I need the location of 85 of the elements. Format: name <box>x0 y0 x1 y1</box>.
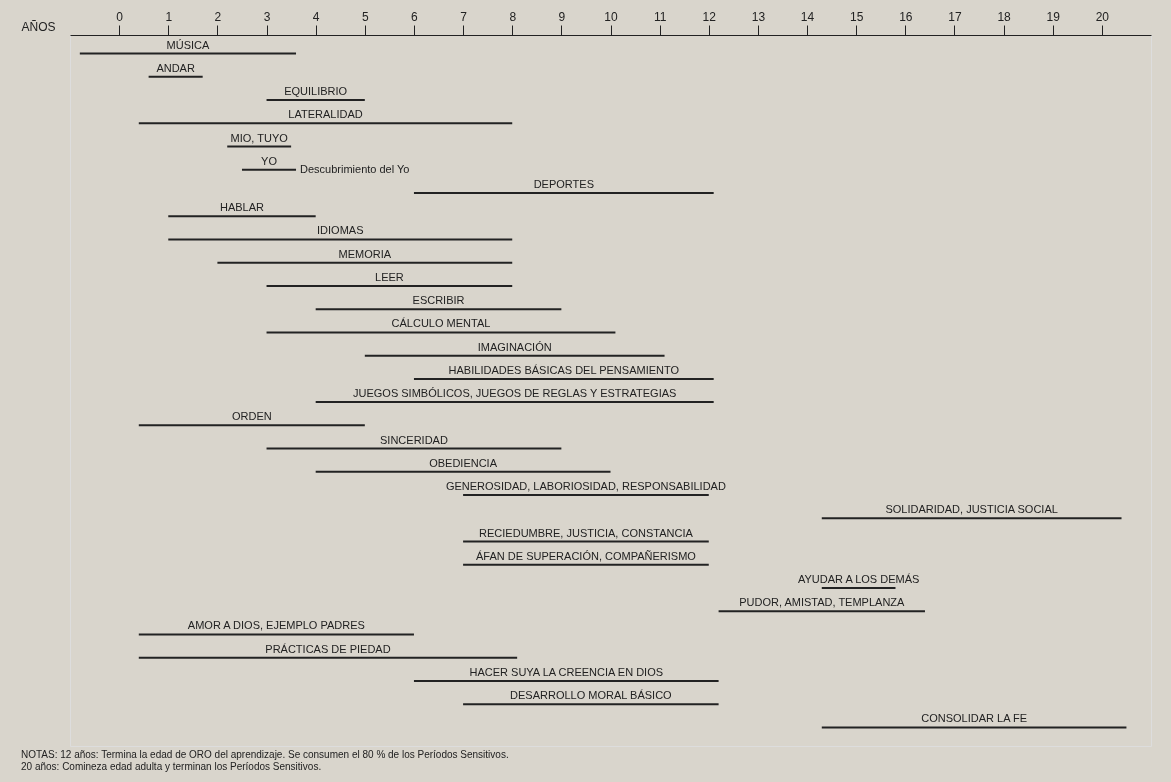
bar <box>148 75 203 78</box>
bar <box>266 447 562 450</box>
y-tick-label: ANDAR <box>156 61 195 74</box>
bar <box>138 656 518 659</box>
bar <box>266 284 513 287</box>
y-tick-label: MEMORIA <box>338 247 392 260</box>
bar <box>463 494 709 497</box>
y-tick-label: PRÁCTICAS DE PIEDAD <box>265 642 391 655</box>
x-tick-label: 18 <box>997 9 1012 24</box>
bar <box>227 145 292 148</box>
y-tick-label: LEER <box>375 270 404 283</box>
bar <box>241 168 297 171</box>
y-tick-label: CONSOLIDAR LA FE <box>921 712 1027 725</box>
x-tick-label: 16 <box>899 9 913 24</box>
x-tick-label: 0 <box>116 9 124 24</box>
bar <box>315 470 611 473</box>
y-tick-label: AYUDAR A LOS DEMÁS <box>797 573 920 585</box>
x-tick-label: 15 <box>850 9 864 24</box>
bar <box>168 215 316 218</box>
x-tick-label: 4 <box>312 9 320 24</box>
x-tick-label: 9 <box>558 9 566 24</box>
x-tick-label: 8 <box>509 9 517 24</box>
x-tick-label: 3 <box>263 9 271 24</box>
bar <box>168 238 513 241</box>
y-tick-label: DEPORTES <box>533 178 594 190</box>
annotation: Descubrimiento del Yo <box>300 162 410 175</box>
text: NOTAS: 12 años: Termina la edad de ORO del aprendizaje. Se consumen el 80 % de los Períodos Sensitivos. <box>20 749 509 760</box>
bar <box>138 424 365 427</box>
text: 20 años: Comineza edad adulta y terminan los Períodos Sensitivos. <box>20 761 322 772</box>
x-tick-label: 17 <box>948 9 962 24</box>
y-tick-label: MÚSICA <box>166 38 210 51</box>
bar <box>463 703 719 706</box>
bar <box>315 308 562 311</box>
bar <box>718 610 925 613</box>
y-tick-label: YO <box>261 154 278 167</box>
bar <box>413 192 714 194</box>
y-tick-label: GENEROSIDAD, LABORIOSIDAD, RESPONSABILIDAD <box>445 480 726 493</box>
y-tick-label: CÁLCULO MENTAL <box>391 317 491 330</box>
x-tick-label: 6 <box>411 9 419 24</box>
bar <box>463 563 709 566</box>
bar <box>138 633 414 636</box>
y-tick-label: ÁFAN DE SUPERACIÓN, COMPAÑERISMO <box>476 549 697 562</box>
x-tick-label: 11 <box>653 9 667 24</box>
y-tick-label: HABILIDADES BÁSICAS DEL PENSAMIENTO <box>448 363 680 376</box>
bar <box>266 331 616 334</box>
x-tick-label: 20 <box>1095 9 1110 24</box>
x-tick-label: 7 <box>460 9 468 24</box>
bar <box>413 679 719 682</box>
y-tick-label: SINCERIDAD <box>380 433 448 446</box>
y-tick-label: IDIOMAS <box>317 224 364 237</box>
y-tick-label: PUDOR, AMISTAD, TEMPLANZA <box>739 596 906 609</box>
x-tick-label: 14 <box>800 9 815 24</box>
x-tick-label: 1 <box>165 9 173 24</box>
x-axis-title: AÑOS <box>21 19 56 34</box>
x-tick-label: 13 <box>751 9 766 24</box>
bar <box>821 726 1127 729</box>
bar <box>217 261 513 264</box>
bar <box>266 99 365 102</box>
y-tick-label: HABLAR <box>219 201 265 214</box>
y-tick-label: IMAGINACIÓN <box>477 340 552 353</box>
x-tick-label: 2 <box>214 9 222 24</box>
y-tick-label: ESCRIBIR <box>412 294 465 307</box>
y-tick-label: EQUILIBRIO <box>284 85 348 98</box>
y-tick-label: MIO, TUYO <box>230 131 289 144</box>
x-tick-label: 10 <box>604 9 618 24</box>
y-tick-label: SOLIDARIDAD, JUSTICIA SOCIAL <box>885 503 1058 516</box>
bar <box>364 354 665 357</box>
x-tick-label: 19 <box>1046 9 1061 24</box>
y-tick-label: AMOR A DIOS, EJEMPLO PADRES <box>187 619 365 632</box>
bar <box>821 517 1122 520</box>
y-tick-label: OBEDIENCIA <box>429 456 498 469</box>
y-tick-label: HACER SUYA LA CREENCIA EN DIOS <box>469 665 664 678</box>
y-tick-label: DESARROLLO MORAL BÁSICO <box>510 689 673 702</box>
bar <box>463 540 709 543</box>
y-tick-label: LATERALIDAD <box>288 108 363 121</box>
bar <box>821 587 896 589</box>
bar <box>138 122 513 125</box>
y-tick-label: RECIEDUMBRE, JUSTICIA, CONSTANCIA <box>479 526 694 539</box>
x-tick-label: 5 <box>361 9 369 24</box>
bar <box>413 377 714 380</box>
y-tick-label: ORDEN <box>231 410 272 423</box>
x-tick-label: 12 <box>702 9 717 24</box>
bar <box>79 52 297 55</box>
bar <box>315 401 714 404</box>
y-tick-label: JUEGOS SIMBÓLICOS, JUEGOS DE REGLAS Y ESTRATEGIAS <box>353 387 677 400</box>
